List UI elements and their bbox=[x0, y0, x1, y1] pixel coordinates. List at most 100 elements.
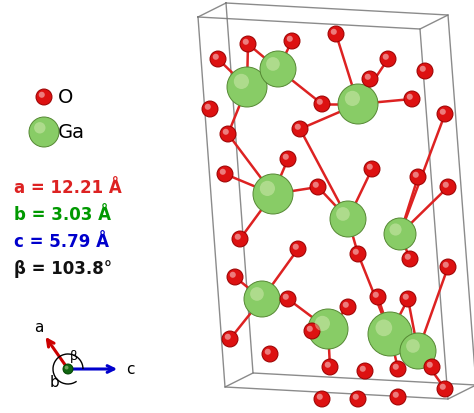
Circle shape bbox=[292, 122, 308, 138]
Circle shape bbox=[235, 234, 241, 240]
Circle shape bbox=[427, 362, 433, 368]
Circle shape bbox=[340, 299, 356, 315]
Circle shape bbox=[360, 366, 366, 372]
Circle shape bbox=[223, 129, 229, 135]
Circle shape bbox=[240, 37, 256, 53]
Circle shape bbox=[373, 292, 379, 298]
Circle shape bbox=[234, 75, 249, 90]
Circle shape bbox=[402, 252, 418, 267]
Text: a: a bbox=[34, 319, 44, 334]
Circle shape bbox=[437, 107, 453, 123]
Circle shape bbox=[317, 394, 323, 400]
Circle shape bbox=[283, 154, 289, 160]
Circle shape bbox=[393, 364, 399, 370]
Circle shape bbox=[325, 362, 331, 368]
Circle shape bbox=[222, 331, 238, 347]
Circle shape bbox=[217, 166, 233, 183]
Circle shape bbox=[343, 302, 349, 308]
Circle shape bbox=[232, 231, 248, 247]
Circle shape bbox=[357, 363, 373, 379]
Circle shape bbox=[405, 254, 411, 260]
Circle shape bbox=[310, 180, 326, 195]
Circle shape bbox=[413, 172, 419, 178]
Text: Ga: Ga bbox=[58, 123, 85, 142]
Circle shape bbox=[210, 52, 226, 68]
Circle shape bbox=[406, 339, 420, 353]
Circle shape bbox=[440, 259, 456, 275]
Circle shape bbox=[290, 242, 306, 257]
Circle shape bbox=[205, 104, 211, 111]
Circle shape bbox=[322, 359, 338, 375]
Text: c = 5.79 Å: c = 5.79 Å bbox=[14, 233, 109, 250]
Circle shape bbox=[280, 152, 296, 168]
Circle shape bbox=[384, 218, 416, 250]
Circle shape bbox=[443, 262, 449, 268]
Circle shape bbox=[353, 249, 359, 255]
Circle shape bbox=[304, 323, 320, 339]
Circle shape bbox=[220, 127, 236, 142]
Circle shape bbox=[280, 291, 296, 307]
Circle shape bbox=[36, 90, 52, 106]
Circle shape bbox=[362, 72, 378, 88]
Text: b = 3.03 Å: b = 3.03 Å bbox=[14, 206, 111, 223]
Circle shape bbox=[262, 346, 278, 362]
Circle shape bbox=[345, 92, 360, 107]
Circle shape bbox=[283, 294, 289, 300]
Circle shape bbox=[284, 34, 300, 50]
Circle shape bbox=[293, 244, 299, 250]
Circle shape bbox=[367, 164, 373, 171]
Circle shape bbox=[307, 326, 313, 332]
Circle shape bbox=[330, 202, 366, 237]
Text: O: O bbox=[58, 88, 73, 107]
Circle shape bbox=[390, 224, 401, 236]
Circle shape bbox=[365, 74, 371, 81]
Circle shape bbox=[227, 269, 243, 285]
Circle shape bbox=[260, 52, 296, 88]
Circle shape bbox=[266, 58, 280, 71]
Circle shape bbox=[243, 40, 249, 46]
Circle shape bbox=[287, 37, 293, 43]
Circle shape bbox=[437, 381, 453, 397]
Circle shape bbox=[370, 289, 386, 305]
Circle shape bbox=[390, 389, 406, 405]
Circle shape bbox=[244, 281, 280, 317]
Circle shape bbox=[440, 384, 446, 390]
Circle shape bbox=[400, 333, 436, 369]
Circle shape bbox=[63, 364, 73, 374]
Circle shape bbox=[440, 109, 446, 116]
Circle shape bbox=[317, 100, 323, 106]
Circle shape bbox=[410, 170, 426, 185]
Circle shape bbox=[404, 92, 420, 108]
Text: c: c bbox=[126, 362, 134, 377]
Text: β = 103.8°: β = 103.8° bbox=[14, 259, 112, 277]
Circle shape bbox=[314, 391, 330, 407]
Text: a = 12.21 Å: a = 12.21 Å bbox=[14, 178, 122, 197]
Circle shape bbox=[353, 394, 359, 400]
Circle shape bbox=[260, 181, 275, 197]
Circle shape bbox=[403, 294, 409, 300]
Circle shape bbox=[34, 123, 46, 134]
Text: b: b bbox=[49, 375, 59, 389]
Circle shape bbox=[364, 161, 380, 178]
Circle shape bbox=[336, 208, 350, 221]
Circle shape bbox=[424, 359, 440, 375]
Circle shape bbox=[225, 334, 231, 340]
Circle shape bbox=[264, 349, 271, 355]
Circle shape bbox=[202, 102, 218, 118]
Circle shape bbox=[250, 287, 264, 301]
Circle shape bbox=[443, 182, 449, 188]
Circle shape bbox=[375, 320, 392, 336]
Circle shape bbox=[380, 52, 396, 68]
Circle shape bbox=[328, 27, 344, 43]
Circle shape bbox=[368, 312, 412, 356]
Circle shape bbox=[313, 182, 319, 188]
Circle shape bbox=[390, 361, 406, 377]
Circle shape bbox=[315, 316, 330, 331]
Circle shape bbox=[314, 97, 330, 113]
Circle shape bbox=[419, 66, 426, 73]
Circle shape bbox=[338, 85, 378, 125]
Circle shape bbox=[213, 55, 219, 61]
Circle shape bbox=[417, 64, 433, 80]
Text: β: β bbox=[70, 350, 78, 363]
Circle shape bbox=[253, 175, 293, 214]
